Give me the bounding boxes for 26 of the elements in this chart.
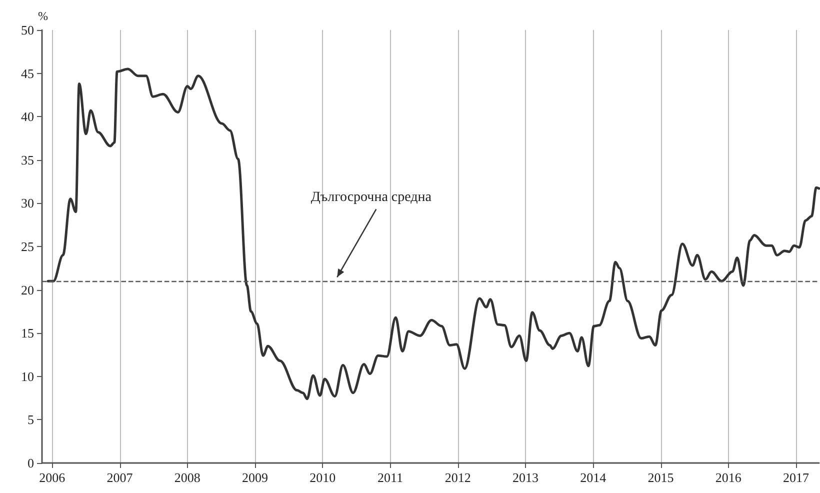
y-tick-label: 15 xyxy=(21,326,34,341)
line-series xyxy=(46,68,820,400)
x-tick-label: 2013 xyxy=(512,470,539,485)
x-tick-label: 2014 xyxy=(580,470,607,485)
x-tick-label: 2016 xyxy=(715,470,742,485)
y-tick-label: 10 xyxy=(21,368,34,384)
y-tick-label: 5 xyxy=(28,412,34,428)
x-tick-label: 2015 xyxy=(648,470,674,485)
y-tick-label: 25 xyxy=(21,239,34,254)
y-tick-label: 35 xyxy=(21,152,34,168)
y-axis-title: % xyxy=(38,9,48,23)
x-tick-label: 2008 xyxy=(174,470,200,485)
y-tick-label: 20 xyxy=(21,282,34,298)
x-tick-label: 2012 xyxy=(444,470,471,485)
x-tick-label: 2007 xyxy=(106,470,134,485)
y-tick-label: 30 xyxy=(21,196,34,211)
y-tick-label: 40 xyxy=(21,109,34,124)
y-tick-label: 0 xyxy=(28,456,34,470)
x-tick-label: 2006 xyxy=(39,470,66,485)
y-tick-label: 50 xyxy=(21,22,34,38)
x-tick-label: 2009 xyxy=(242,470,268,485)
annotation: Дългосрочна средна xyxy=(310,190,432,206)
x-tick-label: 2010 xyxy=(310,470,336,485)
y-tick-label: 45 xyxy=(21,66,34,81)
x-tick-label: 2017 xyxy=(783,470,810,485)
x-tick-label: 2011 xyxy=(378,470,404,485)
